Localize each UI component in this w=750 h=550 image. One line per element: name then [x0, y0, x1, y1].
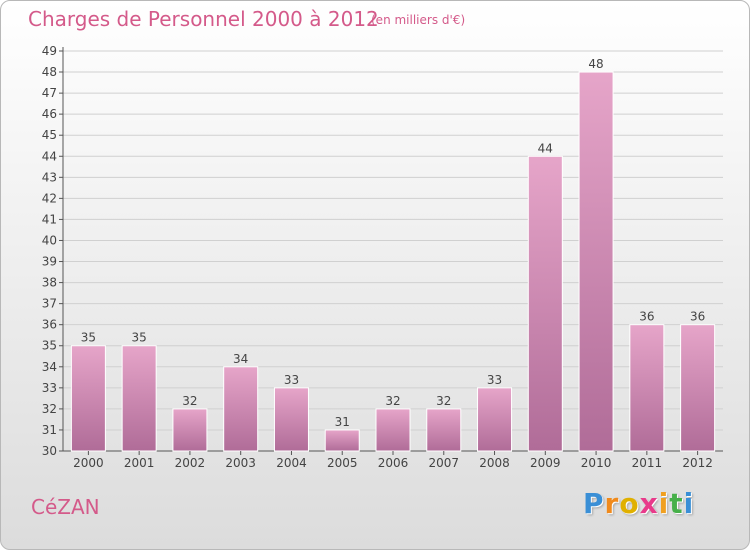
y-tick-label: 30	[42, 444, 57, 458]
bar-value-label: 32	[385, 394, 400, 408]
bar	[629, 324, 665, 452]
y-tick-label: 40	[42, 233, 57, 247]
y-tick-label: 39	[42, 255, 57, 269]
bar	[70, 345, 106, 452]
bar-value-label: 48	[588, 57, 603, 71]
x-tick-label: 2011	[632, 456, 663, 470]
bar-value-label: 32	[182, 394, 197, 408]
y-tick-label: 41	[42, 212, 57, 226]
y-tick-label: 38	[42, 276, 57, 290]
bar	[273, 387, 309, 452]
bar	[426, 408, 462, 452]
bar-value-label: 35	[81, 331, 96, 345]
y-tick-label: 36	[42, 318, 57, 332]
chart-title: Charges de Personnel 2000 à 2012	[28, 7, 379, 31]
x-tick-label: 2003	[225, 456, 256, 470]
logo-letter: x	[639, 487, 659, 520]
bar	[527, 155, 563, 452]
bar	[375, 408, 411, 452]
logo-letter: i	[683, 487, 695, 520]
y-tick-label: 33	[42, 381, 57, 395]
bar-value-label: 36	[690, 310, 705, 324]
y-tick-label: 35	[42, 339, 57, 353]
x-tick-label: 2006	[378, 456, 409, 470]
y-tick-label: 48	[42, 65, 57, 79]
y-tick-label: 43	[42, 170, 57, 184]
y-tick-label: 49	[42, 44, 57, 58]
x-tick-label: 2002	[175, 456, 206, 470]
proxiti-logo: Proxiti	[583, 487, 694, 520]
x-tick-label: 2001	[124, 456, 155, 470]
bar	[680, 324, 716, 452]
bar-value-label: 31	[335, 415, 350, 429]
logo-letter: t	[669, 487, 684, 520]
x-tick-label: 2012	[682, 456, 713, 470]
y-tick-label: 47	[42, 86, 57, 100]
commune-name: CéZAN	[31, 495, 100, 519]
bar	[578, 71, 614, 452]
y-tick-label: 31	[42, 423, 57, 437]
bar-value-label: 33	[487, 373, 502, 387]
chart-subtitle: (en milliers d'€)	[371, 13, 466, 27]
bar-value-label: 44	[538, 141, 553, 155]
bar	[172, 408, 208, 452]
bar	[223, 366, 259, 452]
logo-letter: r	[604, 487, 620, 520]
y-tick-label: 44	[42, 149, 57, 163]
bar-value-label: 32	[436, 394, 451, 408]
y-tick-label: 34	[42, 360, 57, 374]
bar	[324, 429, 360, 452]
y-tick-label: 42	[42, 191, 57, 205]
bar-value-label: 36	[639, 310, 654, 324]
x-tick-label: 2000	[73, 456, 104, 470]
x-tick-label: 2004	[276, 456, 307, 470]
y-tick-label: 45	[42, 128, 57, 142]
x-tick-label: 2005	[327, 456, 358, 470]
logo-letter: i	[658, 487, 670, 520]
x-tick-label: 2008	[479, 456, 510, 470]
bar-value-label: 33	[284, 373, 299, 387]
bar-value-label: 35	[132, 331, 147, 345]
logo-letter: P	[583, 487, 605, 520]
y-tick-label: 32	[42, 402, 57, 416]
x-tick-label: 2007	[428, 456, 459, 470]
y-tick-label: 37	[42, 297, 57, 311]
y-tick-label: 46	[42, 107, 57, 121]
logo-letter: o	[619, 487, 640, 520]
bar-value-label: 34	[233, 352, 248, 366]
x-tick-label: 2010	[581, 456, 612, 470]
bar	[121, 345, 157, 452]
x-tick-label: 2009	[530, 456, 561, 470]
bar	[477, 387, 513, 452]
